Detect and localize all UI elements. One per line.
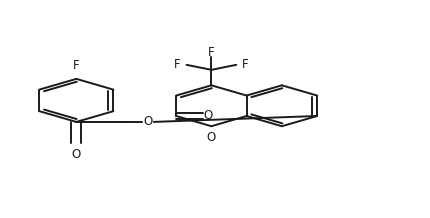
Text: F: F (242, 58, 249, 71)
Text: O: O (71, 148, 81, 161)
Text: O: O (203, 109, 212, 123)
Text: F: F (208, 46, 214, 59)
Text: O: O (206, 131, 215, 144)
Text: O: O (143, 115, 152, 128)
Text: F: F (173, 58, 180, 71)
Text: F: F (73, 60, 80, 72)
